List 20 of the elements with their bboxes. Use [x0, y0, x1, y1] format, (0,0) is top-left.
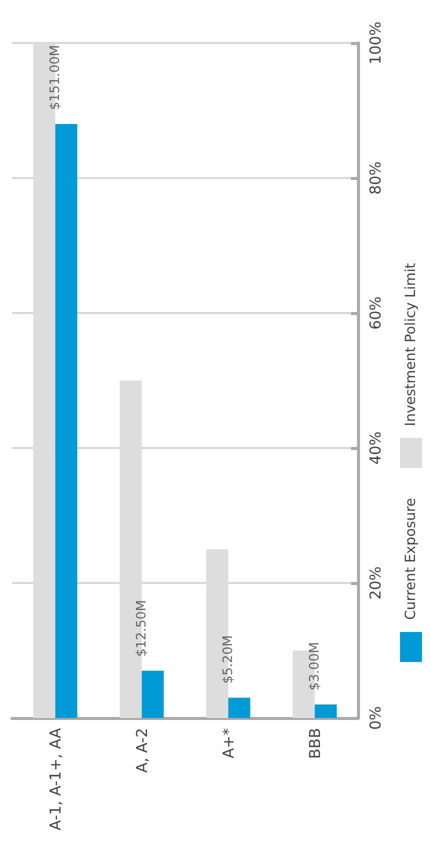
- x-tick-label: BBB: [306, 728, 324, 759]
- annotation: $5.20M: [220, 635, 236, 684]
- text: Current Exposure: [403, 498, 419, 620]
- y-tick-label: 0%: [366, 706, 384, 730]
- annotation: $12.50M: [134, 600, 150, 657]
- y-tick-label: 60%: [366, 296, 384, 330]
- bar: [142, 670, 164, 718]
- x-tick-label: A-1, A-1+, AA: [46, 727, 64, 830]
- bar: [314, 704, 337, 718]
- annotation: $3.00M: [307, 642, 322, 690]
- y-tick-label: 80%: [366, 161, 384, 195]
- y-tick-label: 20%: [366, 566, 384, 600]
- x-tick-label: A, A-2: [132, 728, 151, 773]
- y-tick-label: 100%: [366, 22, 384, 64]
- bar: [55, 124, 78, 718]
- bar: [228, 698, 250, 718]
- text: Investment Policy Limit: [403, 262, 419, 426]
- x-tick-label: A+*: [219, 728, 238, 758]
- annotation: $151.00M: [48, 45, 63, 110]
- y-tick-label: 40%: [366, 431, 384, 465]
